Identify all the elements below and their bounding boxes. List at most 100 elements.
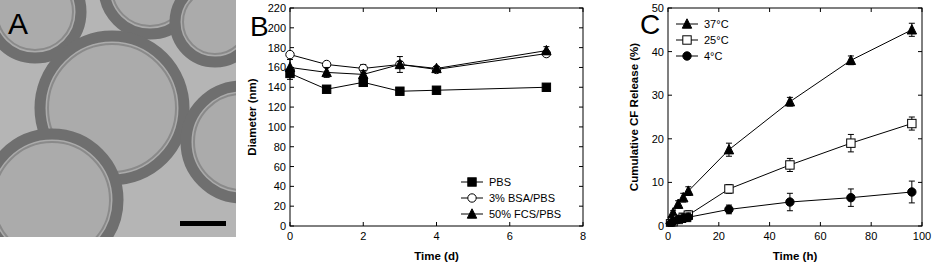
y-tick bbox=[290, 107, 294, 108]
y-axis-label: Cumulative CF Release (%) bbox=[628, 43, 640, 191]
legend: 37°C25°C4°C bbox=[676, 18, 729, 62]
x-tick-label: 40 bbox=[763, 230, 775, 242]
x-tick bbox=[436, 222, 437, 226]
y-tick-label: 120 bbox=[268, 101, 286, 113]
y-tick-label: 60 bbox=[274, 161, 286, 173]
scale-bar bbox=[180, 221, 226, 226]
marker bbox=[908, 119, 916, 127]
x-axis-label: Time (d) bbox=[414, 250, 459, 262]
y-tick-right bbox=[579, 186, 583, 187]
x-tick bbox=[363, 222, 364, 226]
marker bbox=[542, 45, 551, 54]
y-tick-right bbox=[579, 146, 583, 147]
marker bbox=[908, 188, 916, 196]
marker bbox=[432, 63, 441, 72]
x-tick-top bbox=[871, 8, 872, 12]
legend-marker bbox=[468, 178, 476, 186]
x-tick bbox=[509, 222, 510, 226]
vesicle bbox=[186, 86, 236, 198]
marker bbox=[725, 185, 733, 193]
x-tick bbox=[820, 222, 821, 226]
marker bbox=[395, 59, 404, 68]
marker bbox=[684, 213, 692, 221]
x-tick-label: 6 bbox=[507, 230, 513, 242]
marker bbox=[396, 87, 404, 95]
x-axis-label: Time (h) bbox=[773, 250, 818, 262]
marker bbox=[359, 78, 367, 86]
y-tick-label: 0 bbox=[658, 220, 664, 232]
y-tick-label: 30 bbox=[652, 89, 664, 101]
y-tick bbox=[290, 166, 294, 167]
marker bbox=[725, 205, 733, 213]
legend-marker bbox=[467, 209, 476, 218]
x-tick-label: 60 bbox=[814, 230, 826, 242]
x-tick-label: 80 bbox=[865, 230, 877, 242]
x-tick-top bbox=[820, 8, 821, 12]
y-tick-label: 200 bbox=[268, 22, 286, 34]
y-tick bbox=[668, 95, 672, 96]
vesicle bbox=[0, 134, 118, 237]
x-tick-label: 20 bbox=[713, 230, 725, 242]
marker bbox=[542, 83, 550, 91]
x-tick-label: 100 bbox=[913, 230, 931, 242]
y-tick bbox=[290, 146, 294, 147]
x-tick bbox=[769, 222, 770, 226]
y-tick-label: 160 bbox=[268, 61, 286, 73]
y-tick bbox=[290, 186, 294, 187]
legend-label: 4°C bbox=[704, 50, 723, 62]
y-tick-label: 0 bbox=[280, 220, 286, 232]
micrograph-panel: A bbox=[0, 0, 298, 266]
x-tick-top bbox=[769, 8, 770, 12]
y-tick-label: 100 bbox=[268, 121, 286, 133]
y-tick-right bbox=[579, 107, 583, 108]
x-tick-label: 4 bbox=[433, 230, 439, 242]
micrograph bbox=[0, 0, 236, 237]
legend-label: 50% FCS/PBS bbox=[489, 208, 561, 220]
marker bbox=[786, 198, 794, 206]
y-tick-label: 40 bbox=[274, 180, 286, 192]
x-tick-label: 0 bbox=[665, 230, 671, 242]
data-layer bbox=[666, 23, 917, 227]
x-tick-top bbox=[509, 8, 510, 12]
marker bbox=[359, 69, 368, 78]
y-tick bbox=[668, 51, 672, 52]
y-tick bbox=[290, 126, 294, 127]
panel-label: C bbox=[640, 9, 660, 40]
y-tick-label: 40 bbox=[652, 46, 664, 58]
y-tick-label: 10 bbox=[652, 176, 664, 188]
y-tick-label: 140 bbox=[268, 81, 286, 93]
y-tick-right bbox=[918, 182, 922, 183]
legend-label: 3% BSA/PBS bbox=[489, 192, 555, 204]
figure: A02040608010012014016018020022002468Time… bbox=[0, 0, 939, 273]
marker bbox=[286, 50, 294, 58]
x-tick bbox=[718, 222, 719, 226]
y-tick bbox=[668, 182, 672, 183]
y-tick-right bbox=[918, 95, 922, 96]
series-line bbox=[671, 192, 912, 224]
legend-label: 37°C bbox=[704, 18, 729, 30]
vesicle-inner bbox=[183, 0, 236, 54]
vesicle-inner bbox=[0, 142, 110, 237]
y-tick-right bbox=[579, 47, 583, 48]
marker bbox=[785, 97, 794, 106]
marker bbox=[724, 145, 733, 154]
marker bbox=[396, 60, 404, 68]
y-tick-right bbox=[579, 206, 583, 207]
series-line bbox=[671, 30, 912, 220]
legend-marker bbox=[468, 194, 476, 202]
marker bbox=[786, 161, 794, 169]
y-tick bbox=[668, 138, 672, 139]
y-tick bbox=[290, 87, 294, 88]
plot-frame bbox=[668, 8, 922, 226]
y-tick bbox=[290, 27, 294, 28]
marker bbox=[432, 86, 440, 94]
x-tick-top bbox=[363, 8, 364, 12]
y-tick bbox=[290, 47, 294, 48]
data-layer bbox=[285, 45, 551, 95]
x-tick-label: 8 bbox=[580, 230, 586, 242]
marker bbox=[907, 25, 916, 34]
x-tick-label: 0 bbox=[287, 230, 293, 242]
x-tick-top bbox=[718, 8, 719, 12]
legend-label: PBS bbox=[489, 176, 511, 188]
legend-marker bbox=[683, 52, 691, 60]
